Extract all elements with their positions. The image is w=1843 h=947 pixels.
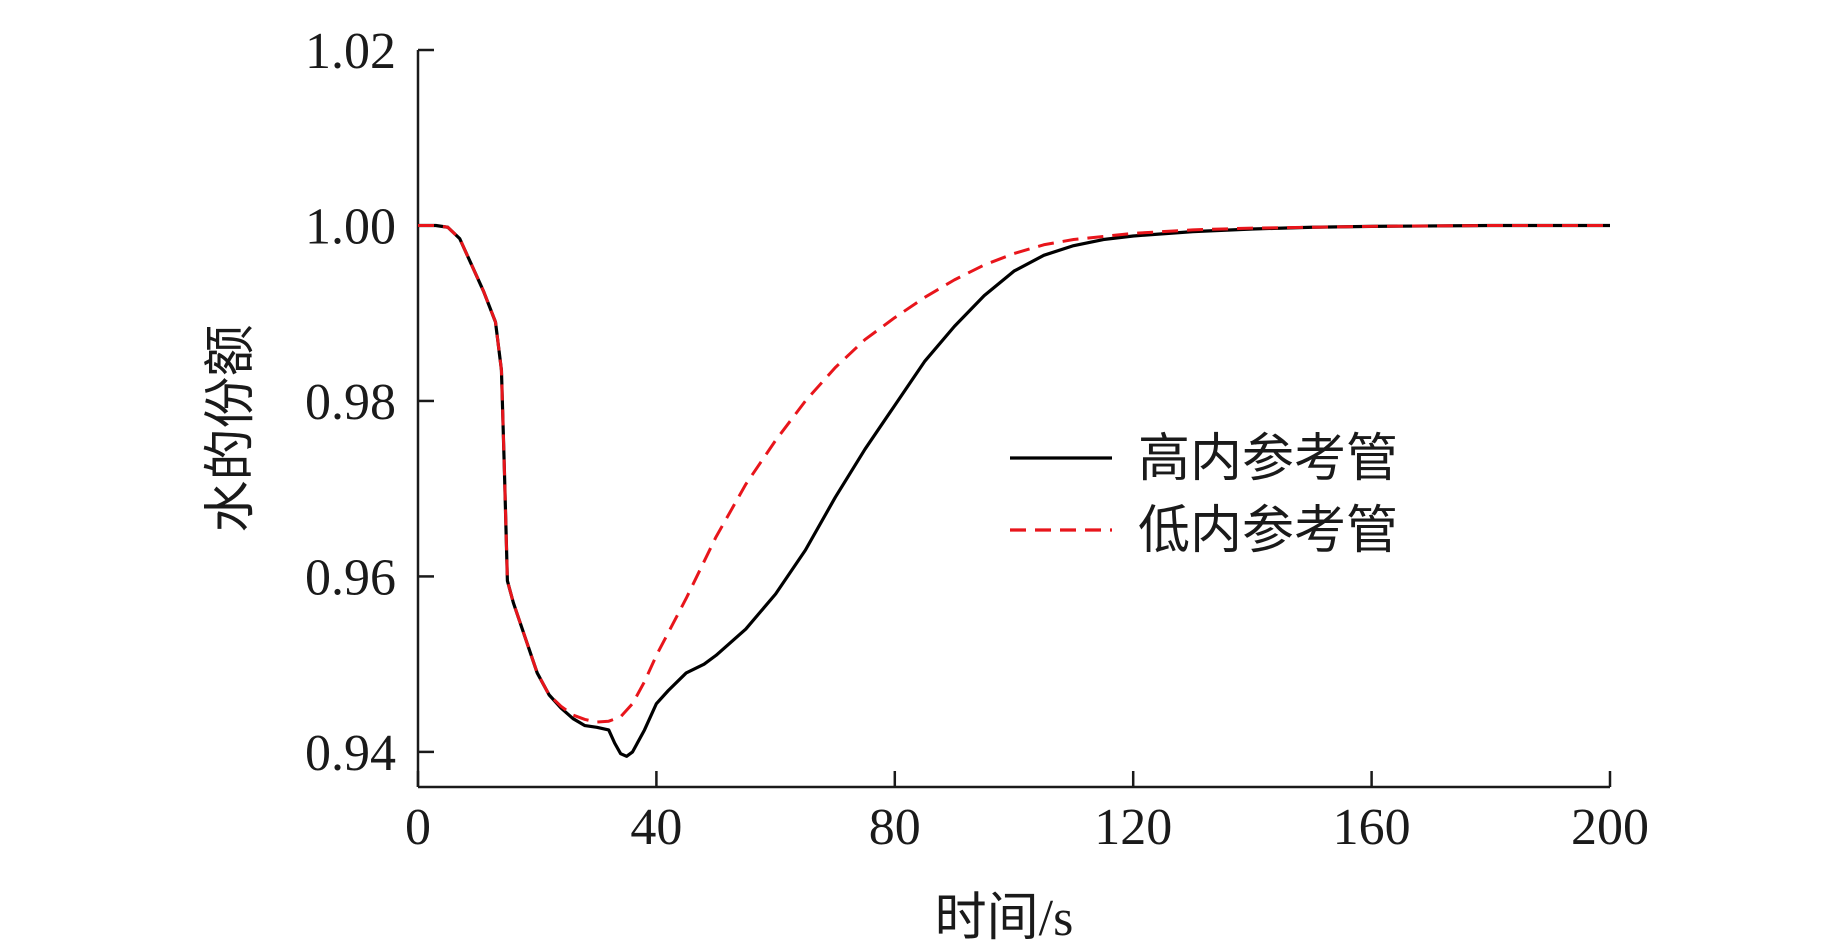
series-line-1: [418, 223, 1610, 758]
x-axis-label: 时间/s: [935, 890, 1074, 947]
y-tick-label: 1.00: [305, 198, 396, 255]
x-tick-label: 200: [1571, 799, 1649, 856]
y-tick-label: 0.94: [305, 725, 396, 782]
x-tick-label: 80: [869, 799, 921, 856]
series-line-2: [418, 223, 1610, 724]
x-tick-label: 0: [405, 799, 431, 856]
y-tick-label: 0.98: [305, 374, 396, 431]
legend-label-2: 低内参考管: [1138, 503, 1398, 560]
y-tick-label: 1.02: [305, 23, 396, 80]
x-tick-label: 120: [1094, 799, 1172, 856]
y-axis-label: 水的份额: [203, 324, 260, 532]
x-tick-label: 40: [630, 799, 682, 856]
x-tick-label: 160: [1333, 799, 1411, 856]
series-layer: [418, 223, 1610, 758]
y-tick-label: 0.96: [305, 549, 396, 606]
legend-label-1: 高内参考管: [1138, 431, 1398, 488]
axes: 0 40 80 120 160 200 0.94 0.96 0.98 1.00 1.02: [305, 23, 1649, 856]
